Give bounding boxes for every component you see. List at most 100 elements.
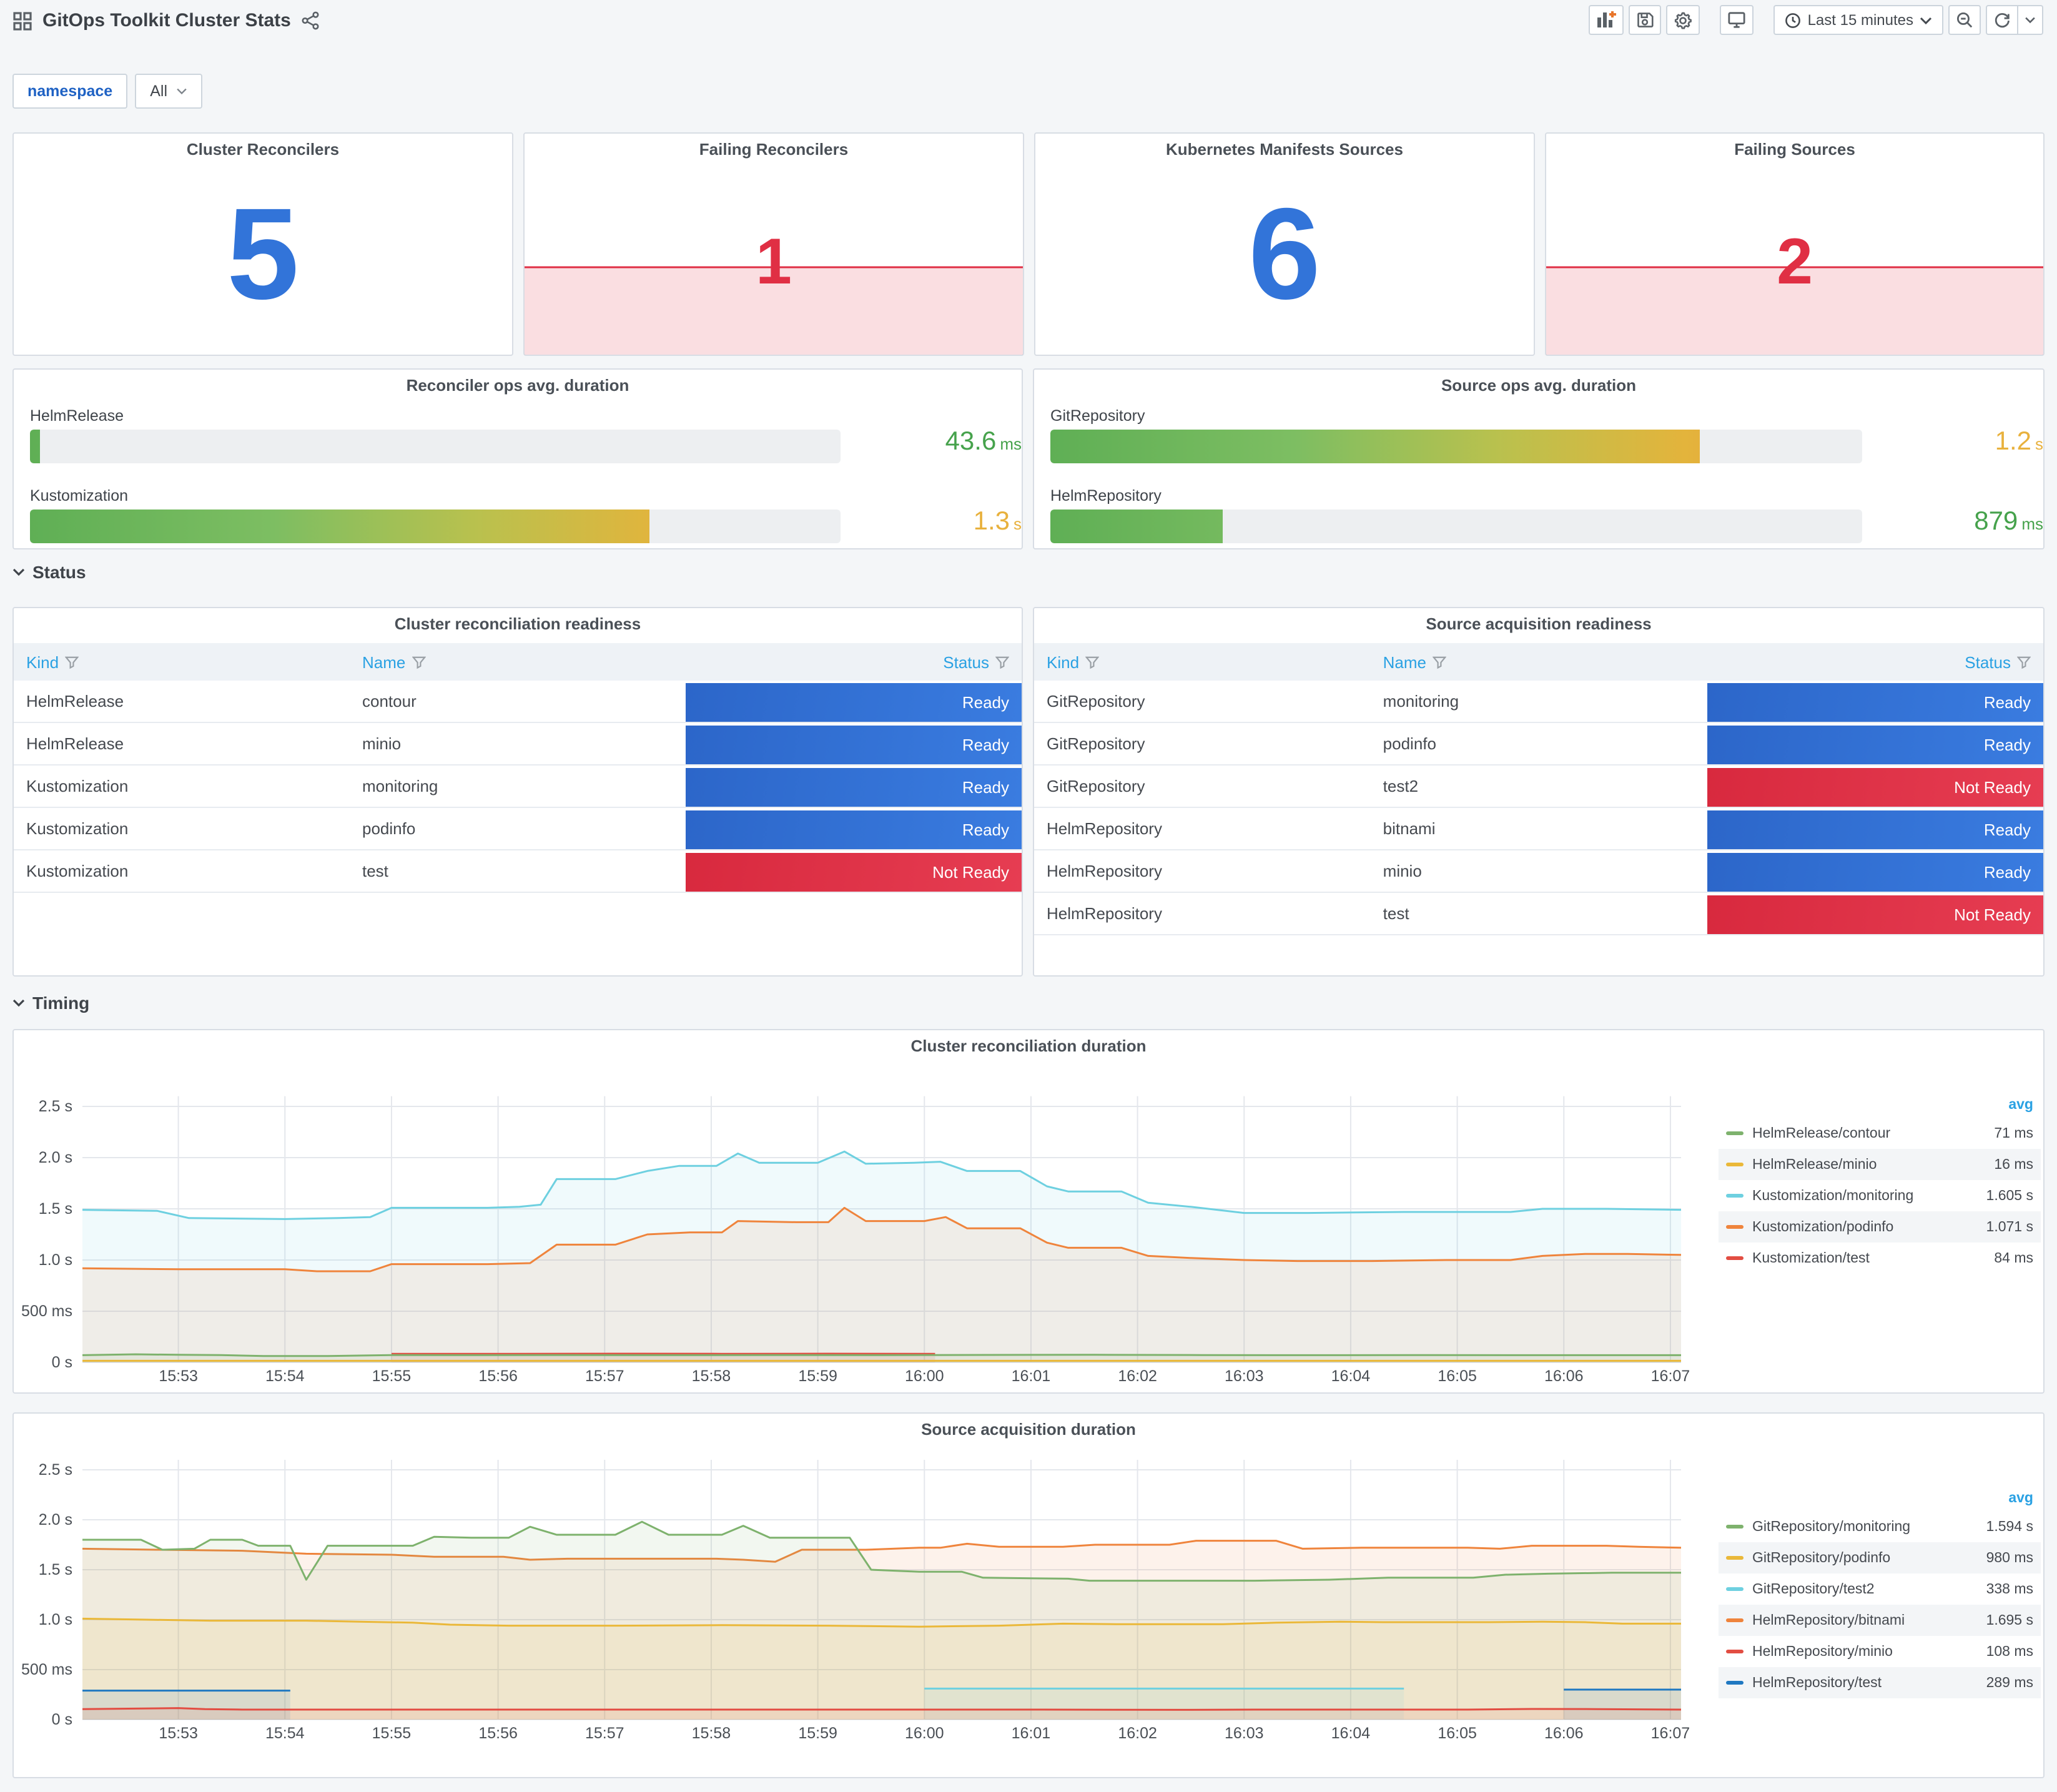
table-panel-source: Source acquisition readiness Kind Name Stat…: [1033, 607, 2045, 977]
cell-status: Ready: [1707, 853, 2043, 892]
legend-item[interactable]: GitRepository/test2 338 ms: [1719, 1573, 2041, 1605]
svg-text:15:57: 15:57: [585, 1725, 624, 1742]
dashboard-header: GitOps Toolkit Cluster Stats: [0, 0, 2057, 50]
gauge-bar-fill: [1050, 430, 1700, 463]
gauge-row-helmrelease: HelmRelease: [30, 407, 841, 463]
svg-text:15:59: 15:59: [798, 1367, 837, 1385]
stat-panel-failing-reconcilers: Failing Reconcilers 1: [523, 132, 1024, 356]
table-row: HelmRelease contour Ready: [14, 681, 1022, 723]
legend-series-color-mark: [1726, 1650, 1744, 1653]
apps-grid-icon[interactable]: [12, 11, 32, 31]
legend-item[interactable]: Kustomization/monitoring 1.605 s: [1719, 1180, 2041, 1211]
svg-text:16:06: 16:06: [1544, 1367, 1584, 1385]
legend-series-avg: 1.594 s: [1986, 1519, 2033, 1534]
svg-text:1.5 s: 1.5 s: [39, 1561, 72, 1578]
filter-funnel-icon[interactable]: [995, 655, 1009, 669]
legend-series-name: HelmRepository/bitnami: [1752, 1613, 1905, 1628]
section-status-label: Status: [32, 562, 86, 582]
refresh-interval-dropdown[interactable]: [2018, 5, 2043, 35]
cell-status: Ready: [1707, 810, 2043, 849]
legend-series-avg: 1.695 s: [1986, 1613, 2033, 1628]
zoom-out-button[interactable]: [1948, 5, 1981, 35]
gauge-value-number: 43.6: [945, 427, 997, 456]
svg-text:16:03: 16:03: [1225, 1725, 1264, 1742]
chart-panel-cluster-reconciliation: Cluster reconciliation duration 0 s 500 ms…: [12, 1029, 2045, 1394]
share-icon[interactable]: [301, 11, 320, 30]
table-row: HelmRepository minio Ready: [1034, 850, 2043, 893]
filter-funnel-icon[interactable]: [1433, 655, 1447, 669]
section-timing[interactable]: Timing: [12, 993, 89, 1013]
gauge-row-value: 1.3 s: [872, 507, 1022, 537]
gauge-row-label: HelmRepository: [1050, 487, 1162, 505]
chart-panel-title: Cluster reconciliation duration: [910, 1036, 1147, 1055]
save-dashboard-button[interactable]: [1629, 5, 1662, 35]
filter-funnel-icon[interactable]: [1085, 655, 1100, 669]
filter-funnel-icon[interactable]: [412, 655, 426, 669]
filter-funnel-icon[interactable]: [2016, 655, 2031, 669]
cell-name: monitoring: [362, 777, 438, 795]
refresh-button[interactable]: [1986, 5, 2018, 35]
gauge-value-number: 1.2: [1995, 427, 2031, 456]
legend-avg-header[interactable]: avg: [2008, 1098, 2033, 1113]
legend-item[interactable]: HelmRepository/bitnami 1.695 s: [1719, 1605, 2041, 1636]
variable-namespace-value-dropdown[interactable]: All: [135, 74, 203, 109]
gauge-bar-track: [1050, 510, 1862, 543]
svg-text:16:03: 16:03: [1225, 1367, 1264, 1385]
filter-funnel-icon[interactable]: [65, 655, 79, 669]
column-header-kind[interactable]: Kind: [14, 643, 350, 681]
cell-name: test: [362, 862, 388, 880]
time-range-picker[interactable]: Last 15 minutes: [1773, 5, 1943, 35]
legend-avg-header[interactable]: avg: [2008, 1491, 2033, 1506]
svg-text:1.0 s: 1.0 s: [39, 1611, 72, 1628]
svg-text:16:01: 16:01: [1012, 1367, 1051, 1385]
legend-item[interactable]: GitRepository/podinfo 980 ms: [1719, 1542, 2041, 1573]
svg-text:16:00: 16:00: [905, 1725, 944, 1742]
cell-status: Not Ready: [1707, 895, 2043, 934]
cell-name: podinfo: [1383, 734, 1436, 753]
legend-item[interactable]: Kustomization/podinfo 1.071 s: [1719, 1211, 2041, 1243]
column-header-kind[interactable]: Kind: [1034, 643, 1371, 681]
legend-series-color-mark: [1726, 1681, 1744, 1685]
svg-text:500 ms: 500 ms: [21, 1661, 72, 1678]
table-row: HelmRelease minio Ready: [14, 723, 1022, 766]
cell-kind: Kustomization: [26, 819, 129, 838]
time-series-plot[interactable]: 0 s 500 ms 1.0 s 1.5 s 2.0 s 2.5 s 15:53 15:54 1…: [14, 1030, 2043, 1392]
legend-item[interactable]: HelmRepository/minio 108 ms: [1719, 1636, 2041, 1667]
stat-panel-title: Cluster Reconcilers: [186, 140, 340, 159]
legend-item[interactable]: HelmRelease/minio 16 ms: [1719, 1149, 2041, 1180]
legend-item[interactable]: Kustomization/test 84 ms: [1719, 1243, 2041, 1274]
gauge-value-unit: ms: [2021, 514, 2043, 533]
chevron-down-icon: [12, 568, 25, 576]
variable-namespace-label[interactable]: namespace: [12, 74, 128, 109]
cycle-view-monitor-button[interactable]: [1720, 5, 1754, 35]
column-header-name[interactable]: Name: [350, 643, 686, 681]
gauge-bar-track: [30, 510, 841, 543]
time-series-plot[interactable]: 0 s 500 ms 1.0 s 1.5 s 2.0 s 2.5 s 15:53 15:54 1…: [14, 1414, 2043, 1777]
stat-panel-title: Failing Reconcilers: [699, 140, 849, 159]
legend-series-avg: 1.605 s: [1986, 1188, 2033, 1203]
svg-text:15:53: 15:53: [159, 1367, 198, 1385]
legend-series-avg: 338 ms: [1986, 1582, 2033, 1597]
svg-text:15:58: 15:58: [692, 1367, 731, 1385]
svg-text:0 s: 0 s: [52, 1711, 72, 1728]
legend-item[interactable]: HelmRepository/test 289 ms: [1719, 1667, 2041, 1698]
stat-panel-failing-sources: Failing Sources 2: [1545, 132, 2045, 356]
svg-text:0 s: 0 s: [52, 1354, 72, 1371]
section-status[interactable]: Status: [12, 562, 86, 582]
column-header-name[interactable]: Name: [1371, 643, 1707, 681]
svg-text:2.0 s: 2.0 s: [39, 1511, 72, 1529]
legend-item[interactable]: GitRepository/monitoring 1.594 s: [1719, 1511, 2041, 1542]
column-header-status[interactable]: Status: [686, 643, 1022, 681]
cell-name: minio: [1383, 862, 1422, 880]
gauge-value-number: 1.3: [973, 507, 1010, 536]
cell-status: Ready: [686, 726, 1022, 764]
gauge-row-value: 1.2 s: [1893, 427, 2043, 457]
settings-gear-button[interactable]: [1666, 5, 1700, 35]
legend-item[interactable]: HelmRelease/contour 71 ms: [1719, 1118, 2041, 1149]
column-header-status[interactable]: Status: [1707, 643, 2043, 681]
chart-panel-source-acquisition: Source acquisition duration 0 s 500 ms 1.0 …: [12, 1412, 2045, 1778]
legend-series-name: GitRepository/monitoring: [1752, 1519, 1911, 1534]
legend-series-name: HelmRepository/minio: [1752, 1644, 1893, 1659]
gauge-row-value: 879 ms: [1893, 507, 2043, 537]
add-panel-button[interactable]: [1589, 5, 1624, 35]
